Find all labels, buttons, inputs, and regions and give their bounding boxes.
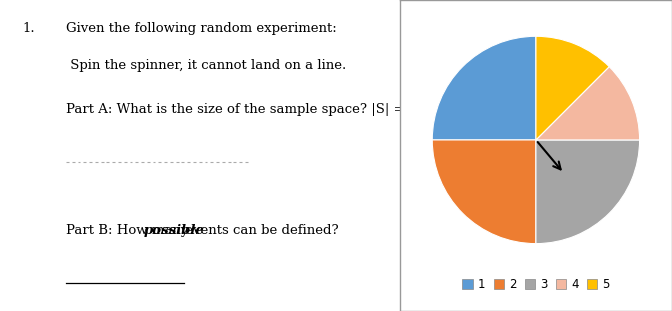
Text: 1.: 1. (22, 22, 35, 35)
Wedge shape (536, 67, 640, 140)
Wedge shape (536, 36, 610, 140)
Text: possible: possible (144, 224, 205, 237)
Text: Part B: How many: Part B: How many (66, 224, 193, 237)
Wedge shape (432, 36, 536, 140)
Wedge shape (536, 140, 640, 244)
Text: events can be defined?: events can be defined? (181, 224, 339, 237)
Legend: 1, 2, 3, 4, 5: 1, 2, 3, 4, 5 (458, 273, 614, 296)
Text: Part A: What is the size of the sample space? |S| =: Part A: What is the size of the sample s… (66, 103, 405, 116)
Text: Spin the spinner, it cannot land on a line.: Spin the spinner, it cannot land on a li… (66, 59, 346, 72)
Text: Given the following random experiment:: Given the following random experiment: (66, 22, 337, 35)
Wedge shape (432, 140, 536, 244)
